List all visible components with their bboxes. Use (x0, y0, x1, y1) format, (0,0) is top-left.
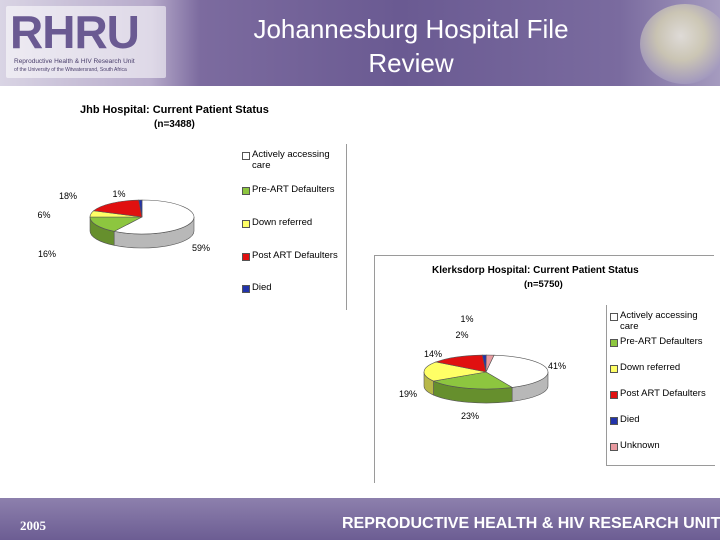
klerksdorp-chart: Klerksdorp Hospital: Current Patient Sta… (374, 255, 715, 483)
jhb-legend-swatch-died (242, 285, 250, 293)
jhb-slice-post-art-defaulters (92, 199, 143, 218)
logo-subtitle: Reproductive Health & HIV Research Unit (14, 58, 135, 65)
jhb-legend-label-pre-art-defaulters: Pre-ART Defaulters (252, 184, 335, 195)
klerksdorp-pct-label-pre-art-defaulters: 23% (461, 411, 479, 421)
klerksdorp-legend-label-actively-accessing-care: Actively accessing care (620, 310, 698, 332)
jhb-pct-label-pre-art-defaulters: 16% (38, 249, 56, 259)
klerksdorp-legend-swatch-pre-art-defaulters (610, 339, 618, 347)
klerksdorp-pie: 41% 23% 19% 14% 1% 2% (399, 314, 566, 421)
jhb-legend-swatch-actively-accessing-care (242, 152, 250, 160)
jhb-legend: Actively accessing care Pre-ART Defaulter… (242, 149, 352, 308)
klerksdorp-legend-label-post-art-defaulters: Post ART Defaulters (620, 388, 706, 399)
page-title-line1: Johannesburg Hospital File (253, 14, 569, 44)
klerksdorp-legend-label-down-referred: Down referred (620, 362, 681, 373)
klerksdorp-pct-label-down-referred: 19% (399, 389, 417, 399)
klerksdorp-pct-label-died: 1% (460, 314, 473, 324)
jhb-slice-actively-accessing-care (113, 199, 195, 235)
klerksdorp-legend-swatch-died (610, 417, 618, 425)
page-title-line2: Review (368, 48, 454, 78)
jhb-legend-swatch-down-referred (242, 220, 250, 228)
jhb-legend-label-post-art-defaulters: Post ART Defaulters (252, 250, 338, 261)
klerksdorp-legend: Actively accessing care Pre-ART Defaulter… (610, 310, 714, 463)
jhb-pct-label-post-art-defaulters: 18% (59, 191, 77, 201)
jhb-slice-pre-art-defaulters (89, 216, 143, 232)
klerksdorp-slice-unknown (485, 354, 495, 373)
rhru-logo: RHRU Reproductive Health & HIV Research … (6, 6, 166, 78)
klerksdorp-pct-label-post-art-defaulters: 14% (424, 349, 442, 359)
jhb-legend-border (346, 144, 347, 310)
klerksdorp-pct-label-unknown: 2% (455, 330, 468, 340)
klerksdorp-slice-actively-accessing-care (485, 354, 549, 388)
jhb-legend-label-actively-accessing-care: Actively accessing care (252, 149, 330, 171)
klerksdorp-legend-label-pre-art-defaulters: Pre-ART Defaulters (620, 336, 703, 347)
page-title: Johannesburg Hospital File Review (196, 12, 626, 80)
klerksdorp-legend-swatch-post-art-defaulters (610, 391, 618, 399)
klerksdorp-chart-subtitle: (n=5750) (524, 279, 563, 290)
klerksdorp-chart-title: Klerksdorp Hospital: Current Patient Sta… (432, 265, 639, 276)
footer-year: 2005 (20, 518, 46, 533)
klerksdorp-pct-label-actively-accessing-care: 41% (548, 361, 566, 371)
klerksdorp-legend-swatch-unknown (610, 443, 618, 451)
klerksdorp-legend-label-unknown: Unknown (620, 440, 660, 451)
klerksdorp-legend-swatch-down-referred (610, 365, 618, 373)
klerksdorp-slice-pre-art-defaulters (432, 371, 514, 390)
jhb-chart-subtitle: (n=3488) (154, 119, 195, 130)
klerksdorp-legend-label-died: Died (620, 414, 640, 425)
jhb-chart-title: Jhb Hospital: Current Patient Status (80, 104, 269, 116)
footer-band: 2005 REPRODUCTIVE HEALTH & HIV RESEARCH … (0, 498, 720, 540)
jhb-legend-label-down-referred: Down referred (252, 217, 313, 228)
jhb-pie: 59% 16% 6% 18% 1% (37, 189, 210, 259)
klerksdorp-chart-border-left (374, 255, 375, 483)
jhb-slice-died (138, 199, 143, 218)
klerksdorp-chart-border-top (374, 255, 714, 256)
klerksdorp-slice-post-art-defaulters (434, 354, 487, 373)
jhb-pct-label-died: 1% (112, 189, 125, 199)
logo-subtitle-university: of the University of the Witwatersrand, … (14, 67, 127, 73)
jhb-legend-label-died: Died (252, 282, 272, 293)
klerksdorp-slice-down-referred (423, 361, 487, 382)
klerksdorp-legend-swatch-actively-accessing-care (610, 313, 618, 321)
jhb-legend-swatch-post-art-defaulters (242, 253, 250, 261)
footer-unit-name: REPRODUCTIVE HEALTH & HIV RESEARCH UNIT (342, 515, 720, 532)
jhb-pct-label-actively-accessing-care: 59% (192, 243, 210, 253)
jhb-legend-swatch-pre-art-defaulters (242, 187, 250, 195)
jhb-chart: Jhb Hospital: Current Patient Status (n=… (20, 98, 350, 310)
header-band: RHRU Reproductive Health & HIV Research … (0, 0, 720, 86)
logo-text: RHRU (10, 6, 140, 58)
klerksdorp-legend-frame (606, 305, 715, 466)
jhb-pct-label-down-referred: 6% (37, 210, 50, 220)
globe-graphic (640, 4, 720, 84)
